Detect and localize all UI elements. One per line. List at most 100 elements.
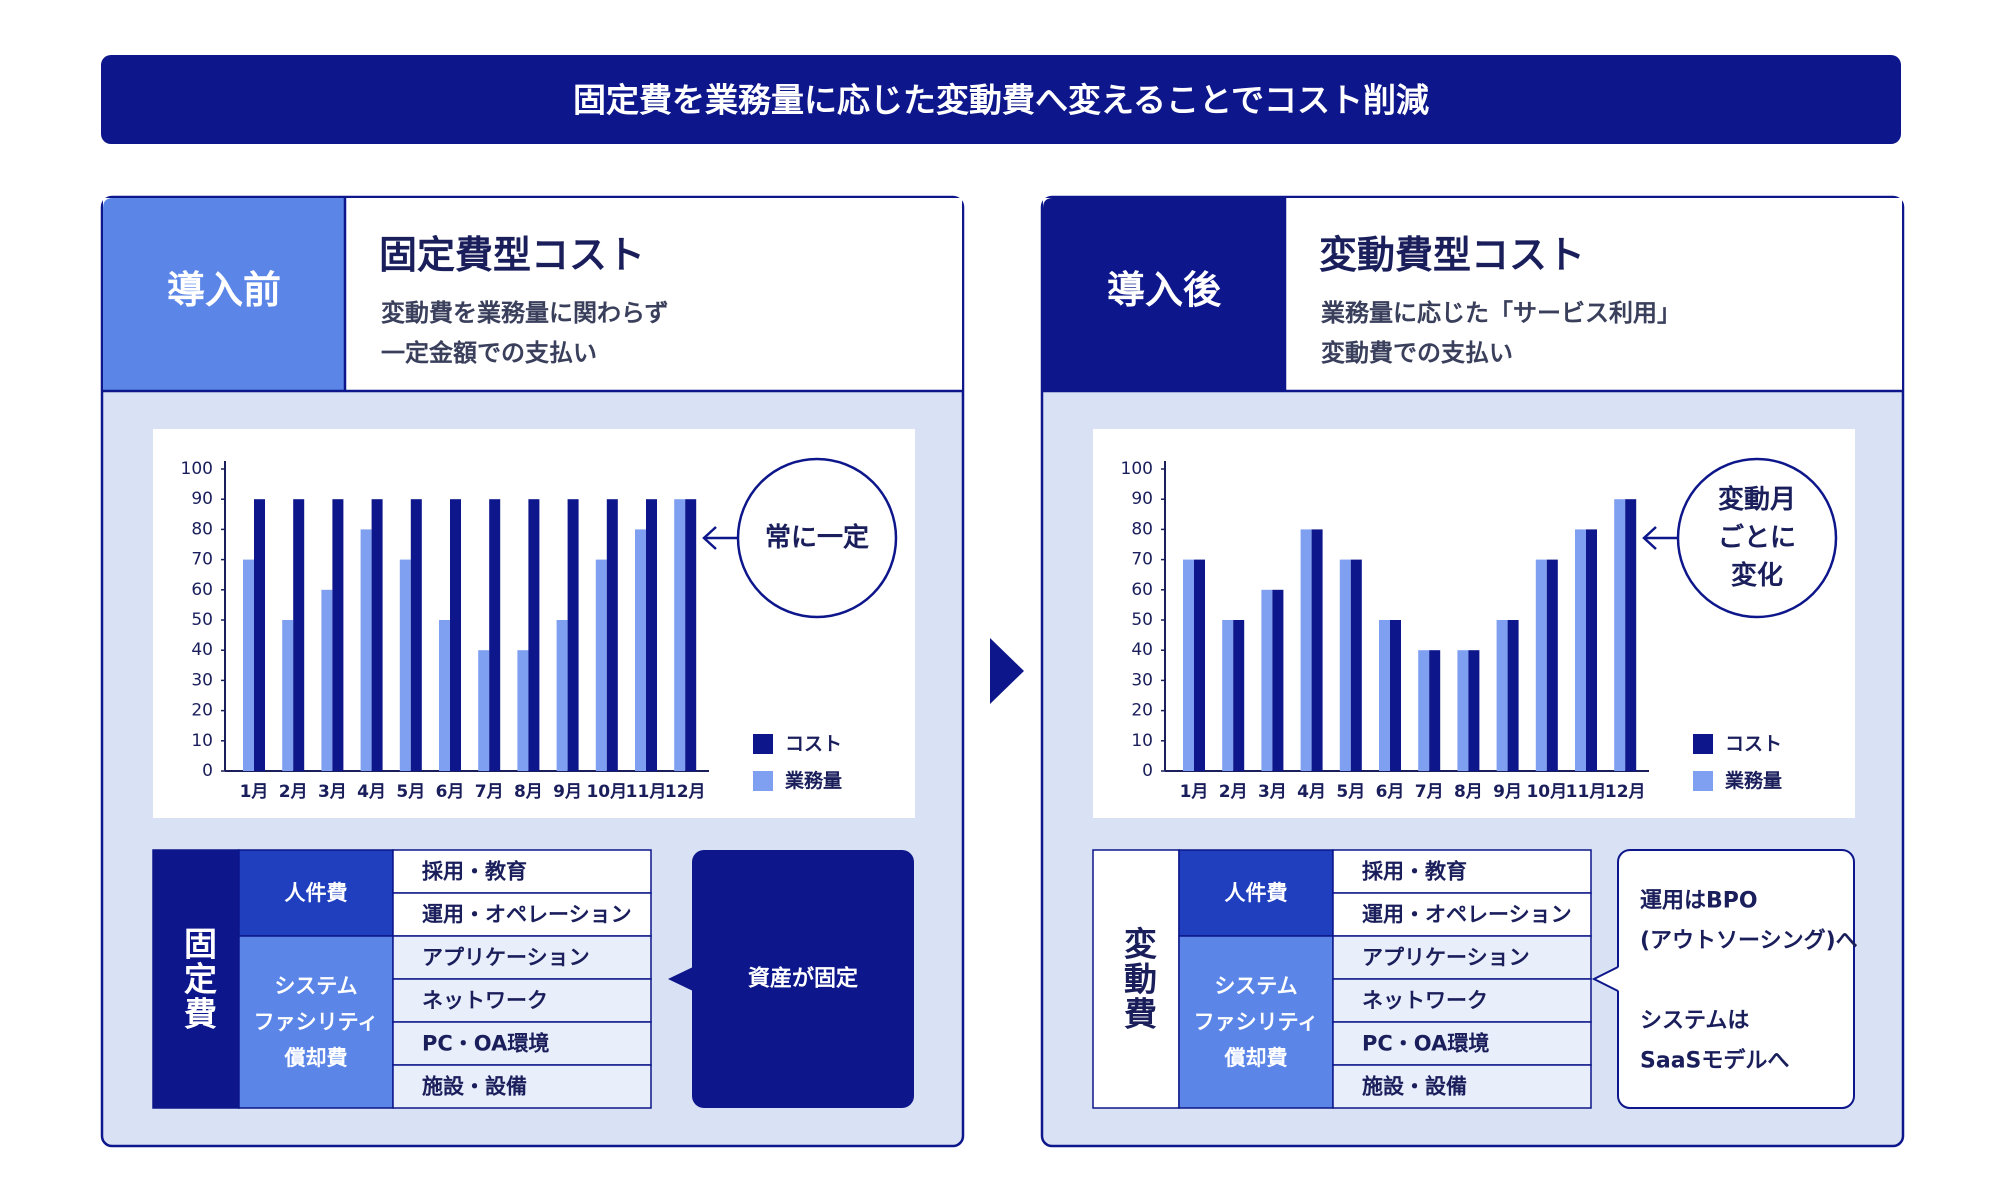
group-name: 人件費 <box>285 881 348 905</box>
y-tick-label: 0 <box>1142 761 1153 781</box>
bar <box>674 499 686 771</box>
x-tick-label: 10月 <box>586 782 627 802</box>
item-text: ネットワーク <box>1362 989 1488 1013</box>
arrow <box>990 638 1024 704</box>
callout-text: 運用はBPO <box>1640 889 1758 914</box>
x-tick-label: 2月 <box>279 782 308 802</box>
annotation-arrowhead <box>1642 526 1657 550</box>
bar <box>1496 620 1508 771</box>
group-cell <box>1178 849 1334 937</box>
y-tick-label: 30 <box>191 670 213 690</box>
legend-swatch <box>753 771 773 791</box>
table-title: 変動費 <box>1119 926 1158 1032</box>
y-tick-label: 10 <box>191 731 213 751</box>
bar <box>1261 589 1273 771</box>
bar <box>1272 589 1284 771</box>
y-tick-label: 0 <box>202 761 213 781</box>
table-title: 固定費 <box>179 927 218 1032</box>
item-text: PC・OA環境 <box>422 1032 549 1056</box>
bar <box>528 499 540 771</box>
item-text: 施設・設備 <box>422 1075 527 1099</box>
legend-label: 業務量 <box>1724 769 1782 792</box>
y-tick-label: 100 <box>181 459 213 479</box>
bar <box>1507 620 1519 771</box>
legend-swatch <box>1693 734 1713 754</box>
bar <box>243 559 254 771</box>
bar <box>556 620 568 771</box>
x-tick-label: 6月 <box>1376 782 1405 802</box>
bar <box>1350 559 1362 771</box>
bar <box>1339 559 1351 771</box>
y-tick-label: 50 <box>1131 610 1153 630</box>
x-tick-label: 9月 <box>1493 782 1522 802</box>
banner <box>101 55 1901 144</box>
group-name: システム <box>1214 974 1297 998</box>
item-cell <box>1332 1021 1592 1066</box>
y-tick-label: 30 <box>1131 670 1153 690</box>
x-tick-label: 3月 <box>318 782 347 802</box>
bar <box>606 499 618 771</box>
y-tick-label: 20 <box>191 701 213 721</box>
group-name: ファシリティ <box>1194 1010 1319 1034</box>
panel-label: 導入前 <box>167 268 281 312</box>
item-cell <box>1332 892 1592 937</box>
bar <box>1586 529 1597 771</box>
item-cell <box>392 1021 652 1066</box>
item-text: PC・OA環境 <box>1362 1032 1489 1056</box>
y-tick-label: 80 <box>191 519 213 539</box>
x-tick-label: 9月 <box>553 782 582 802</box>
legend-label: コスト <box>1725 733 1782 755</box>
bar <box>1575 529 1586 771</box>
bar <box>399 559 411 771</box>
callout-text: 資産が固定 <box>748 966 858 992</box>
y-tick-label: 70 <box>1131 550 1153 570</box>
bar <box>1535 559 1547 771</box>
x-tick-label: 11月 <box>1566 782 1607 802</box>
annotation-text: 常に一定 <box>765 522 869 553</box>
bar <box>282 620 294 771</box>
bar <box>332 499 344 771</box>
x-tick-label: 11月 <box>626 782 667 802</box>
callout-pointer-edge <box>1591 966 1619 992</box>
item-cell <box>1332 1064 1592 1109</box>
bar <box>1614 499 1626 771</box>
bar <box>517 650 529 771</box>
bar <box>595 559 607 771</box>
bar <box>478 650 490 771</box>
x-tick-label: 10月 <box>1526 782 1567 802</box>
legend-swatch <box>1693 771 1713 791</box>
group-name: ファシリティ <box>254 1010 379 1034</box>
legend-swatch <box>753 734 773 754</box>
bar <box>1233 620 1245 771</box>
table-title-cell <box>152 849 240 1109</box>
bar <box>1379 620 1390 771</box>
y-tick-label: 50 <box>191 610 213 630</box>
bar <box>1183 559 1194 771</box>
annotation-circle <box>1676 457 1838 619</box>
bar <box>1468 650 1480 771</box>
annotation-text: ごとに <box>1718 522 1796 553</box>
y-tick-label: 100 <box>1121 459 1153 479</box>
callout-pointer <box>1594 967 1619 991</box>
item-text: 採用・教育 <box>422 860 527 884</box>
label-box <box>103 198 345 391</box>
callout-text: SaaSモデルへ <box>1640 1048 1789 1074</box>
callout-text: システムは <box>1640 1009 1749 1034</box>
bar <box>1546 559 1558 771</box>
bar <box>489 499 501 771</box>
bar <box>1625 499 1637 771</box>
bar <box>254 499 265 771</box>
y-tick-label: 90 <box>191 489 213 509</box>
bar <box>1194 559 1205 771</box>
x-tick-label: 5月 <box>396 782 425 802</box>
bar <box>1300 529 1312 771</box>
y-tick-label: 80 <box>1131 519 1153 539</box>
x-tick-label: 12月 <box>1605 782 1646 802</box>
y-tick-label: 20 <box>1131 701 1153 721</box>
bar <box>685 499 697 771</box>
bar <box>360 529 372 771</box>
table-title-cell <box>1092 849 1180 1109</box>
item-cell <box>1332 849 1592 894</box>
callout-box <box>692 850 914 1108</box>
